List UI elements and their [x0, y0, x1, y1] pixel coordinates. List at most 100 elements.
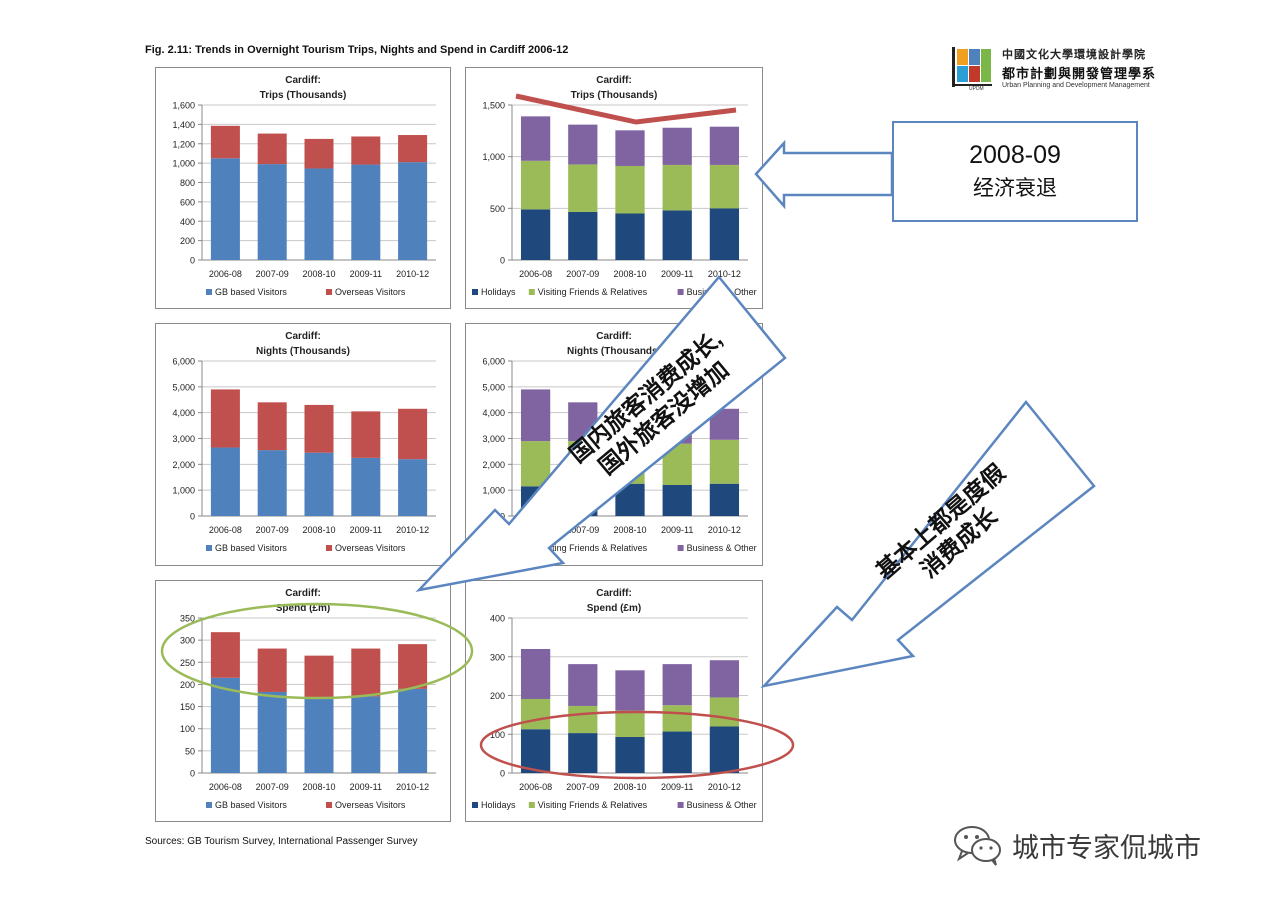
bar-segment [304, 404, 334, 453]
x-tick-label: 2006-08 [209, 525, 242, 535]
bar-segment [662, 443, 692, 485]
university-logo: UPDM 中國文化大學環境設計學院 都市計劃與開發管理學系 Urban Plan… [948, 45, 1178, 95]
y-tick-label: 200 [180, 680, 195, 690]
chart-spend-visitor: Cardiff: Spend (£m) 0 50 100 150 200 250 300 350 2… [155, 580, 451, 822]
legend-label: Overseas Visitors [335, 543, 406, 553]
bar-segment [351, 411, 381, 458]
x-tick-label: 2007-09 [256, 525, 289, 535]
bar-segment [568, 164, 598, 212]
legend-label: Overseas Visitors [335, 287, 406, 297]
x-tick-label: 2010-12 [708, 525, 741, 535]
bar-segment [398, 688, 428, 773]
bar-segment [615, 483, 645, 516]
x-tick-label: 2007-09 [566, 782, 599, 792]
logo-line-2: 都市計劃與開發管理學系 [1002, 66, 1157, 81]
x-tick-label: 2010-12 [396, 269, 429, 279]
y-tick-label: 5,000 [482, 382, 505, 392]
bar-segment [257, 691, 287, 773]
bar-segment [615, 670, 645, 711]
x-tick-label: 2007-09 [256, 269, 289, 279]
x-tick-label: 2008-10 [302, 269, 335, 279]
legend-label: Overseas Visitors [335, 800, 406, 810]
chart-subtitle: Spend (£m) [587, 603, 641, 614]
legend-swatch [206, 802, 212, 808]
bar-segment [257, 402, 287, 451]
legend-label: GB based Visitors [215, 287, 287, 297]
legend-label: Holidays [481, 287, 516, 297]
chart-title: Cardiff: [596, 75, 632, 86]
y-tick-label: 0 [500, 256, 505, 266]
x-tick-label: 2006-08 [519, 525, 552, 535]
x-tick-label: 2010-12 [708, 269, 741, 279]
bar-segment [662, 664, 692, 706]
logo-line-1: 中國文化大學環境設計學院 [1002, 49, 1146, 61]
recession-year: 2008-09 [969, 141, 1061, 169]
bar-segment [210, 158, 240, 260]
y-tick-label: 3,000 [482, 434, 505, 444]
y-tick-label: 1,000 [172, 486, 195, 496]
chart-spend-purpose: Cardiff: Spend (£m) 0 100 200 300 400 2006-08 20… [465, 580, 763, 822]
figure-title: Fig. 2.11: Trends in Overnight Tourism T… [145, 44, 569, 56]
x-tick-label: 2007-09 [566, 525, 599, 535]
bar-segment [568, 124, 598, 165]
x-tick-label: 2010-12 [708, 782, 741, 792]
bar-segment [520, 209, 551, 260]
bar-segment [351, 696, 381, 773]
x-tick-label: 2009-11 [350, 782, 382, 792]
y-tick-label: 400 [180, 217, 195, 227]
legend-swatch [206, 545, 212, 551]
x-tick-label: 2008-10 [613, 782, 646, 792]
bar-segment [615, 736, 645, 773]
bar-segment [304, 138, 334, 169]
recession-arrow-icon [754, 139, 894, 210]
y-tick-label: 1,200 [172, 139, 195, 149]
bar-segment [398, 135, 428, 163]
bar-segment [709, 164, 740, 209]
logo-mark-icon [952, 47, 992, 87]
y-tick-label: 350 [180, 614, 195, 624]
chart-spend-purpose-svg: Cardiff: Spend (£m) 0 100 200 300 400 2006-08 20… [472, 588, 757, 810]
y-tick-label: 200 [180, 236, 195, 246]
chart-subtitle: Trips (Thousands) [571, 90, 658, 101]
legend-label: Business & Other [687, 287, 757, 297]
chart-trips-purpose-svg: Cardiff: Trips (Thousands) 0 500 1,000 1,500 2… [472, 75, 757, 297]
chart-subtitle: Spend (£m) [276, 603, 330, 614]
chart-subtitle: Nights (Thousands) [567, 346, 661, 357]
chart-trips-purpose: Cardiff: Trips (Thousands) 0 500 1,000 1,500 2… [465, 67, 763, 309]
bar-segment [615, 165, 645, 214]
y-tick-label: 2,000 [172, 460, 195, 470]
x-tick-label: 2006-08 [209, 782, 242, 792]
y-tick-label: 0 [190, 512, 195, 522]
legend-label: Holidays [481, 800, 516, 810]
chart-subtitle: Trips (Thousands) [260, 90, 347, 101]
bar-segment [398, 459, 428, 516]
logo-unit-label: UPDM [969, 86, 984, 92]
legend-label: Holidays [481, 543, 516, 553]
bar-segment [210, 447, 240, 516]
x-tick-label: 2010-12 [396, 782, 429, 792]
y-tick-label: 200 [490, 691, 505, 701]
holiday-arrow-line-2: 消费成长 [915, 502, 1002, 583]
bar-segment [520, 389, 551, 442]
legend-label: Business & Other [687, 800, 757, 810]
bar-segment [709, 208, 740, 260]
bar-segment [709, 439, 740, 484]
bar-segment [662, 705, 692, 732]
bar-segment [568, 705, 598, 734]
bar-segment [662, 731, 692, 773]
bar-segment [615, 130, 645, 166]
x-tick-label: 2006-08 [209, 269, 242, 279]
bar-segment [709, 483, 740, 516]
legend-label: Visiting Friends & Relatives [538, 800, 648, 810]
y-tick-label: 0 [190, 256, 195, 266]
y-tick-label: 4,000 [482, 408, 505, 418]
bar-segment [709, 408, 740, 440]
legend-label: GB based Visitors [215, 800, 287, 810]
bar-segment [568, 733, 598, 773]
bar-segment [398, 162, 428, 260]
bar-segment [257, 648, 287, 692]
bar-segment [351, 457, 381, 516]
y-tick-label: 100 [180, 724, 195, 734]
legend-swatch [326, 289, 332, 295]
bar-segment [709, 660, 740, 698]
